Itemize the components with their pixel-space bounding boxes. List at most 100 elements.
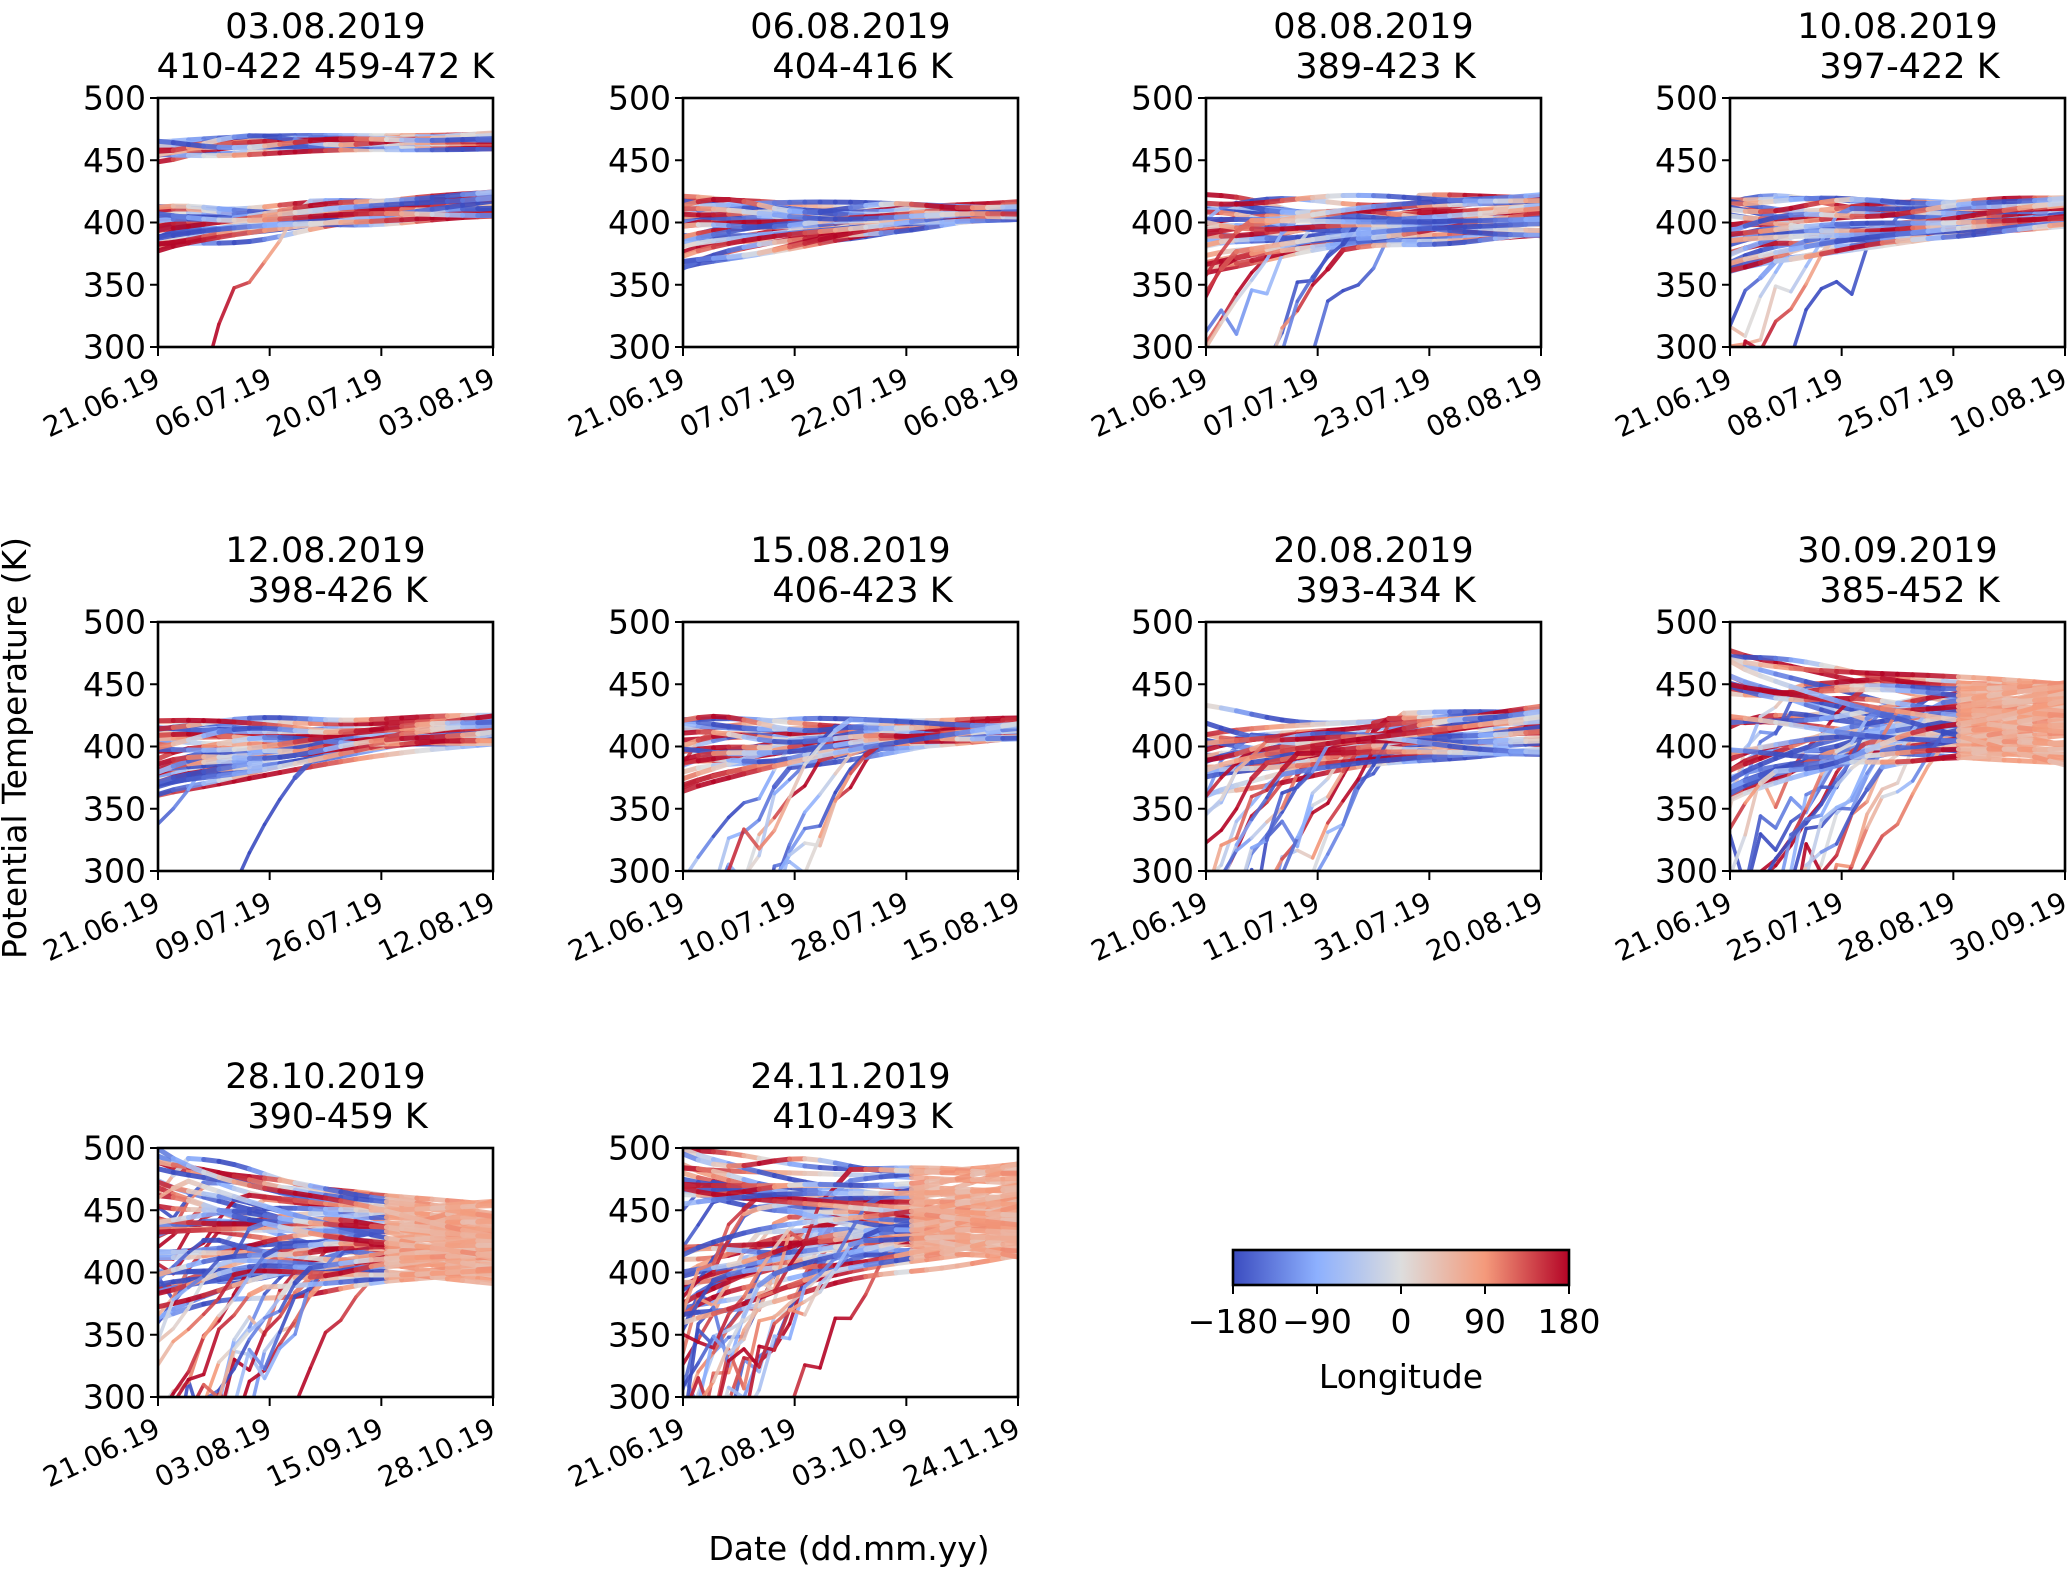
trajectory-segment (939, 717, 960, 723)
trajectory-segment (216, 209, 237, 217)
trajectory-segment (1294, 237, 1316, 245)
trajectory-segment (1986, 199, 2007, 205)
trajectory-segment (1325, 199, 1346, 207)
trajectory-segment (262, 202, 283, 210)
trajectory-segment (353, 754, 374, 762)
trajectory-segment (832, 717, 853, 734)
trajectory-segment (1356, 266, 1376, 287)
trajectory-segment (399, 719, 420, 726)
trajectory-segment (1233, 200, 1255, 207)
trajectory-segment (277, 767, 298, 776)
trajectory-segment (185, 733, 207, 743)
trajectory-segment (985, 717, 1006, 724)
trajectory-segment (201, 204, 222, 212)
trajectory-segment (726, 244, 747, 254)
trajectory-segment (201, 226, 222, 234)
trajectory-segment (2047, 221, 2065, 229)
x-tick-label: 21.06.19 (38, 885, 165, 968)
trajectory-segment (726, 196, 747, 204)
trajectory-segment (1431, 231, 1453, 238)
trajectory-segment (170, 240, 191, 249)
trajectory-segment (741, 767, 762, 777)
trajectory-segment (710, 753, 732, 762)
trajectory-segment (756, 233, 777, 241)
trajectory-segment (1462, 223, 1483, 230)
trajectories (683, 193, 1018, 271)
trajectory-segment (787, 762, 807, 800)
trajectory-segment (1206, 470, 1221, 525)
trajectory-segment (818, 799, 838, 848)
y-tick-label: 500 (83, 603, 146, 642)
trajectory-segment (231, 745, 252, 752)
trajectory-segment (710, 713, 732, 720)
trajectory-segment (802, 240, 823, 249)
trajectory-segment (383, 720, 405, 726)
trajectory-segment (414, 746, 435, 754)
trajectory-segment (2032, 197, 2053, 204)
trajectory-segment (185, 720, 207, 729)
trajectory-segment (757, 828, 777, 851)
trajectory-segment (1803, 241, 1824, 250)
trajectory-segment (170, 784, 191, 793)
trajectory-segment (1955, 232, 1977, 239)
trajectory-segment (863, 736, 884, 743)
trajectory-segment (475, 722, 493, 729)
trajectory-segment (1803, 235, 1824, 244)
trajectory-segment (292, 148, 313, 155)
trajectory-segment (726, 827, 746, 871)
trajectory-segment (1206, 881, 1221, 908)
trajectory-segment (741, 198, 762, 208)
trajectory-segment (460, 200, 481, 208)
trajectory-segment (414, 195, 435, 202)
trajectory-segment (338, 204, 359, 211)
trajectory-segment (863, 717, 884, 723)
trajectory-segment (1864, 227, 1885, 234)
trajectory-segment (1742, 240, 1763, 251)
trajectory-segment (368, 725, 389, 733)
trajectory-segment (158, 806, 175, 826)
trajectory-segment (1274, 326, 1284, 347)
trajectory-segment (1971, 199, 1992, 206)
trajectory-segment (307, 213, 328, 220)
trajectory-segment (1279, 209, 1300, 216)
trajectory-segment (954, 722, 975, 728)
trajectory-segment (683, 972, 698, 1015)
trajectory-segment (787, 236, 808, 244)
trajectory-segment (939, 204, 960, 210)
trajectory-segment (444, 744, 466, 751)
trajectory-segment (1279, 196, 1300, 204)
trajectory-segment (323, 743, 344, 753)
panel-subtitle: 393-434 K (1295, 571, 1476, 611)
trajectory-segment (158, 735, 176, 742)
y-tick-label: 450 (608, 665, 671, 704)
trajectory-segment (1325, 247, 1346, 272)
trajectory-segment (262, 764, 283, 772)
trajectory-segment (262, 211, 283, 219)
trajectory-segment (399, 735, 420, 742)
trajectory-segment (848, 737, 869, 746)
trajectory-segment (399, 196, 420, 203)
trajectory-segment (893, 744, 914, 751)
x-tick-label: 15.08.19 (898, 885, 1025, 968)
trajectory-segment (1386, 227, 1407, 234)
trajectory-segment (683, 729, 701, 736)
trajectory-segment (1234, 270, 1254, 296)
trajectory-segment (307, 729, 328, 735)
trajectory-segment (683, 222, 701, 229)
trajectory-segment (726, 207, 747, 215)
trajectory-segment (170, 754, 191, 763)
trajectory-segment (683, 248, 701, 259)
trajectory-segment (1265, 780, 1284, 804)
panel-title: 08.08.2019 (1273, 7, 1473, 47)
trajectory-segment (1492, 231, 1514, 238)
trajectory-segment (1864, 240, 1885, 248)
trajectory-segment (1249, 254, 1270, 264)
panel-title: 10.08.2019 (1797, 7, 1997, 47)
trajectory-segment (803, 758, 822, 788)
trajectory-segment (1834, 212, 1855, 219)
trajectory-segment (1206, 192, 1224, 199)
trajectory-segment (833, 767, 853, 795)
trajectory-segment (726, 731, 747, 740)
trajectory-segment (803, 834, 822, 871)
